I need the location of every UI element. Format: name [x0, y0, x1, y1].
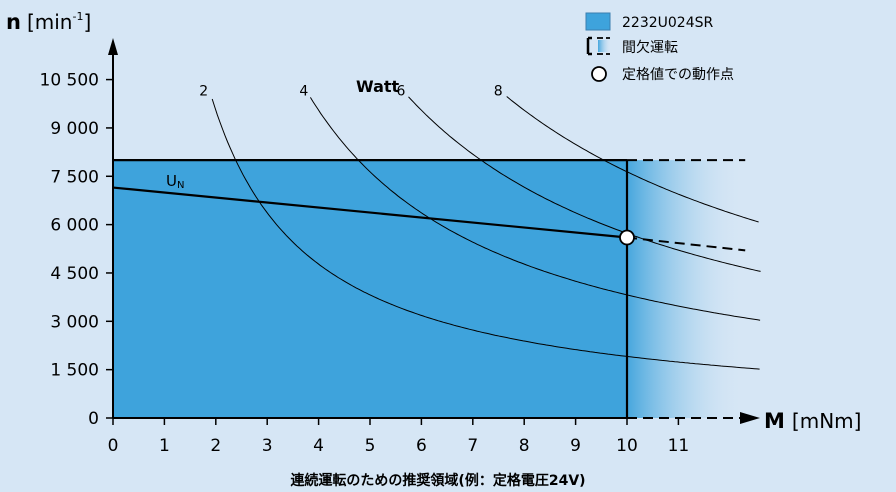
- y-tick-label: 7 500: [50, 167, 99, 187]
- power-curve-label-4w: 4: [299, 84, 308, 100]
- y-tick-label: 10 500: [40, 71, 99, 91]
- rated-operating-point: [619, 229, 635, 246]
- x-tick-label: 4: [313, 436, 324, 456]
- chart-caption: 連続運転のための推奨領域(例：定格電圧24V): [290, 472, 585, 489]
- legend: 2232U024SR 間欠運転 定格値での動作点: [585, 12, 734, 83]
- power-curve-label-6w: 6: [397, 84, 406, 100]
- legend-box-marker: [585, 12, 611, 31]
- x-tick-label: 9: [570, 436, 581, 456]
- y-tick-label: 6 000: [50, 216, 99, 236]
- power-curve-2w: [211, 98, 760, 370]
- un-line: [112, 186, 628, 239]
- un-line-extension: [626, 236, 746, 252]
- region-lines: [112, 159, 746, 418]
- x-tick-label: 2: [210, 436, 221, 456]
- continuous-operation-region: [113, 160, 627, 418]
- power-curve-label-8w: 8: [494, 84, 503, 100]
- x-tick-label: 7: [467, 436, 478, 456]
- x-tick-label: 3: [262, 436, 273, 456]
- x-tick-label: 10: [616, 436, 638, 456]
- legend-dashed-bracket-marker: [586, 36, 611, 56]
- power-curves-title: Watt: [356, 77, 400, 96]
- legend-circle-marker: [591, 66, 607, 82]
- y-tick-label: 0: [88, 409, 99, 429]
- power-curve-label-2w: 2: [199, 84, 208, 100]
- power-curve-6w: [408, 96, 761, 272]
- x-tick-label: 1: [159, 436, 170, 456]
- y-tick-label: 4 500: [50, 264, 99, 284]
- x-tick-label: 5: [365, 436, 376, 456]
- x-tick-label: 8: [519, 436, 530, 456]
- y-axis-title: n [min-1]: [6, 10, 91, 34]
- legend-item-rated-point: 定格値での動作点: [622, 67, 734, 83]
- x-tick-label: 0: [108, 436, 119, 456]
- x-tick-label: 11: [668, 436, 690, 456]
- intermittent-region: [627, 160, 746, 418]
- x-axis-arrow: [740, 412, 760, 424]
- y-tick-label: 1 500: [50, 361, 99, 381]
- legend-item-motor: 2232U024SR: [622, 15, 713, 31]
- power-curves: 2 4 6 8: [199, 84, 761, 370]
- tick-labels: 0 1 500 3 000 4 500 6 000 7 500 9 000 10 500 0 1 2…: [40, 71, 690, 456]
- y-tick-label: 9 000: [50, 119, 99, 139]
- y-axis-arrow: [108, 38, 118, 55]
- power-curve-4w: [309, 97, 761, 321]
- power-curve-8w: [506, 96, 759, 223]
- y-tick-label: 3 000: [50, 312, 99, 332]
- legend-item-intermittent: 間欠運転: [622, 40, 678, 56]
- un-line-label: UN: [166, 172, 184, 191]
- x-axis-title: M [mNm]: [764, 409, 861, 433]
- x-tick-label: 6: [416, 436, 427, 456]
